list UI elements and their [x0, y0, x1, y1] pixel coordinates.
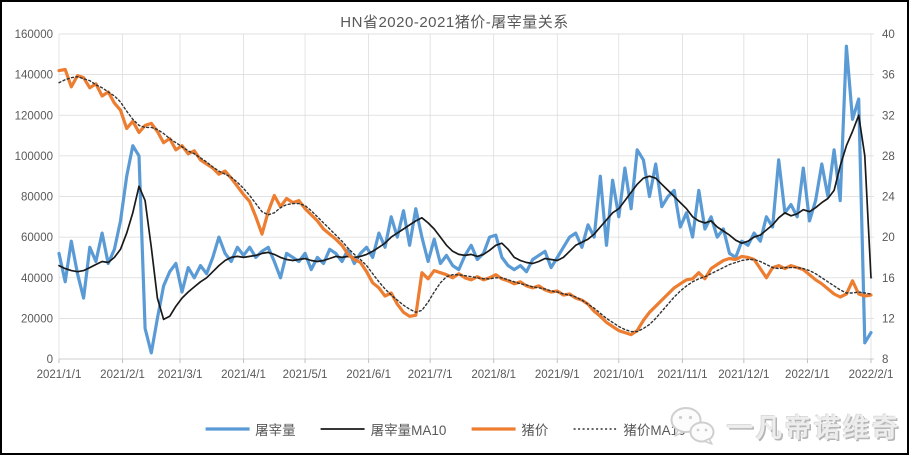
y-left-tick-label: 120000	[15, 110, 53, 122]
x-tick-label: 2021/11/1	[657, 369, 707, 381]
x-tick-label: 2021/7/1	[408, 369, 453, 381]
legend-item-1: 屠宰量MA10	[320, 419, 447, 439]
watermark: 一凡帝诺维奇	[669, 405, 901, 447]
y-right-tick-label: 12	[882, 313, 895, 325]
x-tick-label: 2021/8/1	[471, 369, 516, 381]
y-left-tick-label: 40000	[21, 273, 53, 285]
legend-item-2: 猪价	[470, 419, 548, 439]
y-right-tick-label: 36	[882, 70, 895, 82]
chart-title: HN省2020-2021猪价-屠宰量关系	[340, 14, 569, 31]
y-left-tick-label: 20000	[21, 313, 53, 325]
x-tick-label: 2021/10/1	[593, 369, 644, 381]
x-tick-label: 2021/6/1	[346, 369, 391, 381]
legend-label-0: 屠宰量	[255, 423, 296, 438]
y-right-tick-label: 32	[882, 110, 895, 122]
legend-label-3: 猪价MA10	[623, 423, 686, 438]
y-right-tick-label: 20	[882, 232, 895, 244]
y-left-tick-label: 100000	[15, 151, 53, 163]
x-tick-label: 2022/2/1	[849, 369, 894, 381]
y-right-tick-label: 24	[882, 192, 895, 204]
y-right-tick-label: 8	[882, 354, 888, 366]
x-tick-label: 2022/1/1	[785, 369, 830, 381]
legend: 屠宰量 屠宰量MA10 猪价 猪价MA10	[204, 419, 686, 439]
y-right-tick-label: 40	[882, 29, 895, 41]
series-line-0	[57, 44, 873, 355]
x-tick-label: 2021/1/1	[37, 369, 82, 381]
series-line-1	[58, 114, 872, 321]
legend-swatch-3	[573, 428, 618, 430]
legend-item-3: 猪价MA10	[572, 419, 686, 439]
x-tick-label: 2021/3/1	[158, 369, 203, 381]
y-right-tick-label: 28	[882, 151, 895, 163]
x-tick-label: 2021/9/1	[535, 369, 580, 381]
legend-label-1: 屠宰量MA10	[370, 423, 447, 438]
wechat-icon	[670, 407, 715, 445]
x-tick-label: 2021/5/1	[283, 369, 328, 381]
x-tick-label: 2021/2/1	[100, 369, 145, 381]
y-left-tick-label: 80000	[21, 192, 53, 204]
legend-item-0: 屠宰量	[204, 419, 296, 439]
y-left-tick-label: 160000	[15, 29, 53, 41]
x-tick-label: 2021/4/1	[221, 369, 266, 381]
y-left-tick-label: 60000	[21, 232, 53, 244]
legend-label-2: 猪价	[521, 423, 549, 438]
legend-swatch-1	[320, 428, 365, 430]
y-left-tick-label: 0	[47, 354, 53, 366]
y-right-tick-label: 16	[882, 273, 895, 285]
series-line-2	[57, 67, 873, 337]
y-left-tick-label: 140000	[15, 70, 53, 82]
x-tick-label: 2021/12/1	[718, 369, 769, 381]
watermark-text: 一凡帝诺维奇	[726, 412, 901, 443]
legend-swatch-2	[471, 427, 516, 431]
series-line-3	[58, 75, 872, 333]
legend-swatch-0	[205, 427, 250, 431]
